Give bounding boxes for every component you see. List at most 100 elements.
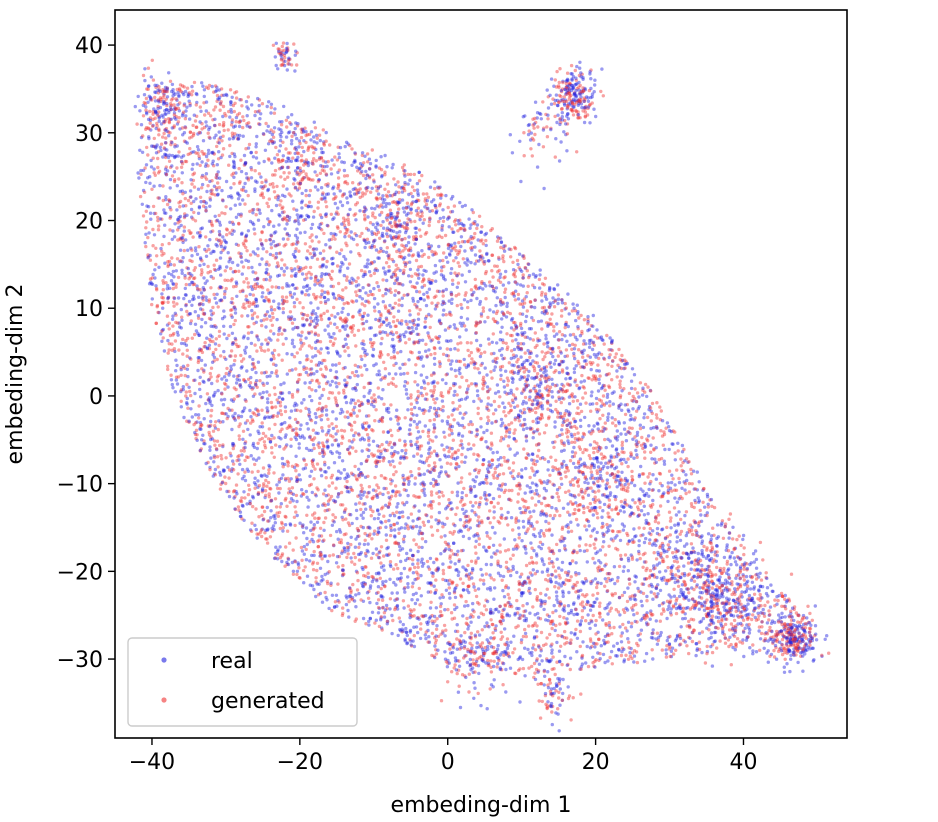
point-real (538, 654, 542, 658)
point-generated (292, 305, 297, 309)
point-real (311, 443, 316, 447)
point-generated (325, 309, 330, 313)
point-generated (742, 567, 746, 571)
point-real (441, 208, 445, 212)
point-generated (547, 596, 551, 600)
point-real (777, 613, 781, 617)
point-real (432, 560, 436, 565)
point-real (677, 510, 681, 514)
point-generated (234, 96, 239, 100)
point-real (675, 500, 679, 504)
point-real (633, 574, 637, 578)
point-generated (666, 578, 670, 582)
point-real (285, 266, 289, 270)
point-real (329, 450, 333, 454)
point-real (466, 627, 470, 631)
point-real (619, 432, 623, 436)
point-real (268, 374, 272, 378)
point-real (561, 594, 565, 599)
point-generated (381, 294, 385, 298)
point-real (325, 164, 329, 168)
point-real (428, 405, 433, 410)
point-real (651, 498, 655, 503)
point-real (540, 407, 545, 411)
point-generated (422, 523, 426, 527)
point-generated (322, 445, 326, 449)
point-generated (276, 332, 281, 337)
point-generated (378, 576, 382, 580)
point-real (293, 286, 297, 291)
point-generated (535, 520, 539, 524)
point-generated (308, 252, 312, 256)
point-real (552, 287, 557, 292)
point-generated (164, 136, 168, 140)
point-generated (264, 493, 268, 497)
point-generated (324, 433, 329, 437)
point-real (455, 493, 460, 498)
point-real (505, 646, 510, 651)
point-generated (159, 142, 164, 146)
point-generated (156, 156, 160, 161)
point-generated (737, 534, 741, 538)
point-generated (357, 545, 361, 550)
point-real (709, 631, 714, 635)
point-generated (237, 166, 241, 171)
point-real (473, 253, 478, 257)
point-real (537, 662, 542, 666)
point-real (330, 443, 335, 447)
point-real (629, 625, 634, 629)
point-real (468, 226, 472, 230)
point-generated (192, 80, 197, 85)
point-real (606, 659, 610, 663)
point-real (293, 219, 297, 224)
point-real (643, 659, 647, 663)
point-generated (602, 357, 607, 361)
point-real (511, 380, 515, 384)
point-real (588, 608, 593, 612)
point-real (438, 596, 442, 600)
point-real (511, 564, 515, 569)
point-generated (295, 390, 300, 394)
point-real (300, 272, 305, 276)
point-real (436, 406, 441, 411)
point-generated (272, 348, 277, 353)
point-generated (249, 421, 253, 425)
point-generated (495, 356, 499, 360)
point-real (168, 286, 172, 290)
point-generated (179, 399, 183, 403)
point-real (595, 550, 600, 554)
point-generated (295, 463, 300, 468)
point-real (312, 140, 316, 144)
point-generated (344, 286, 348, 290)
point-generated (398, 579, 403, 583)
point-generated (384, 519, 388, 524)
point-real (364, 176, 368, 181)
point-generated (326, 499, 331, 503)
point-generated (215, 357, 219, 362)
point-real (441, 595, 445, 599)
point-real (525, 377, 529, 381)
point-generated (270, 451, 274, 455)
point-generated (203, 113, 207, 117)
point-generated (260, 513, 264, 517)
point-real (416, 299, 420, 304)
point-real (379, 618, 383, 622)
point-generated (693, 562, 697, 567)
point-real (467, 217, 471, 221)
point-generated (307, 483, 312, 488)
point-real (545, 569, 549, 573)
point-real (189, 207, 194, 212)
point-real (443, 650, 447, 654)
point-real (495, 549, 499, 553)
point-real (665, 421, 670, 425)
point-generated (333, 438, 337, 443)
point-generated (198, 163, 202, 168)
point-real (396, 633, 400, 638)
point-real (236, 263, 240, 267)
point-real (731, 525, 735, 529)
point-generated (402, 293, 406, 297)
point-generated (318, 526, 323, 530)
point-generated (603, 584, 607, 588)
point-real (552, 362, 557, 366)
point-real (644, 651, 649, 656)
